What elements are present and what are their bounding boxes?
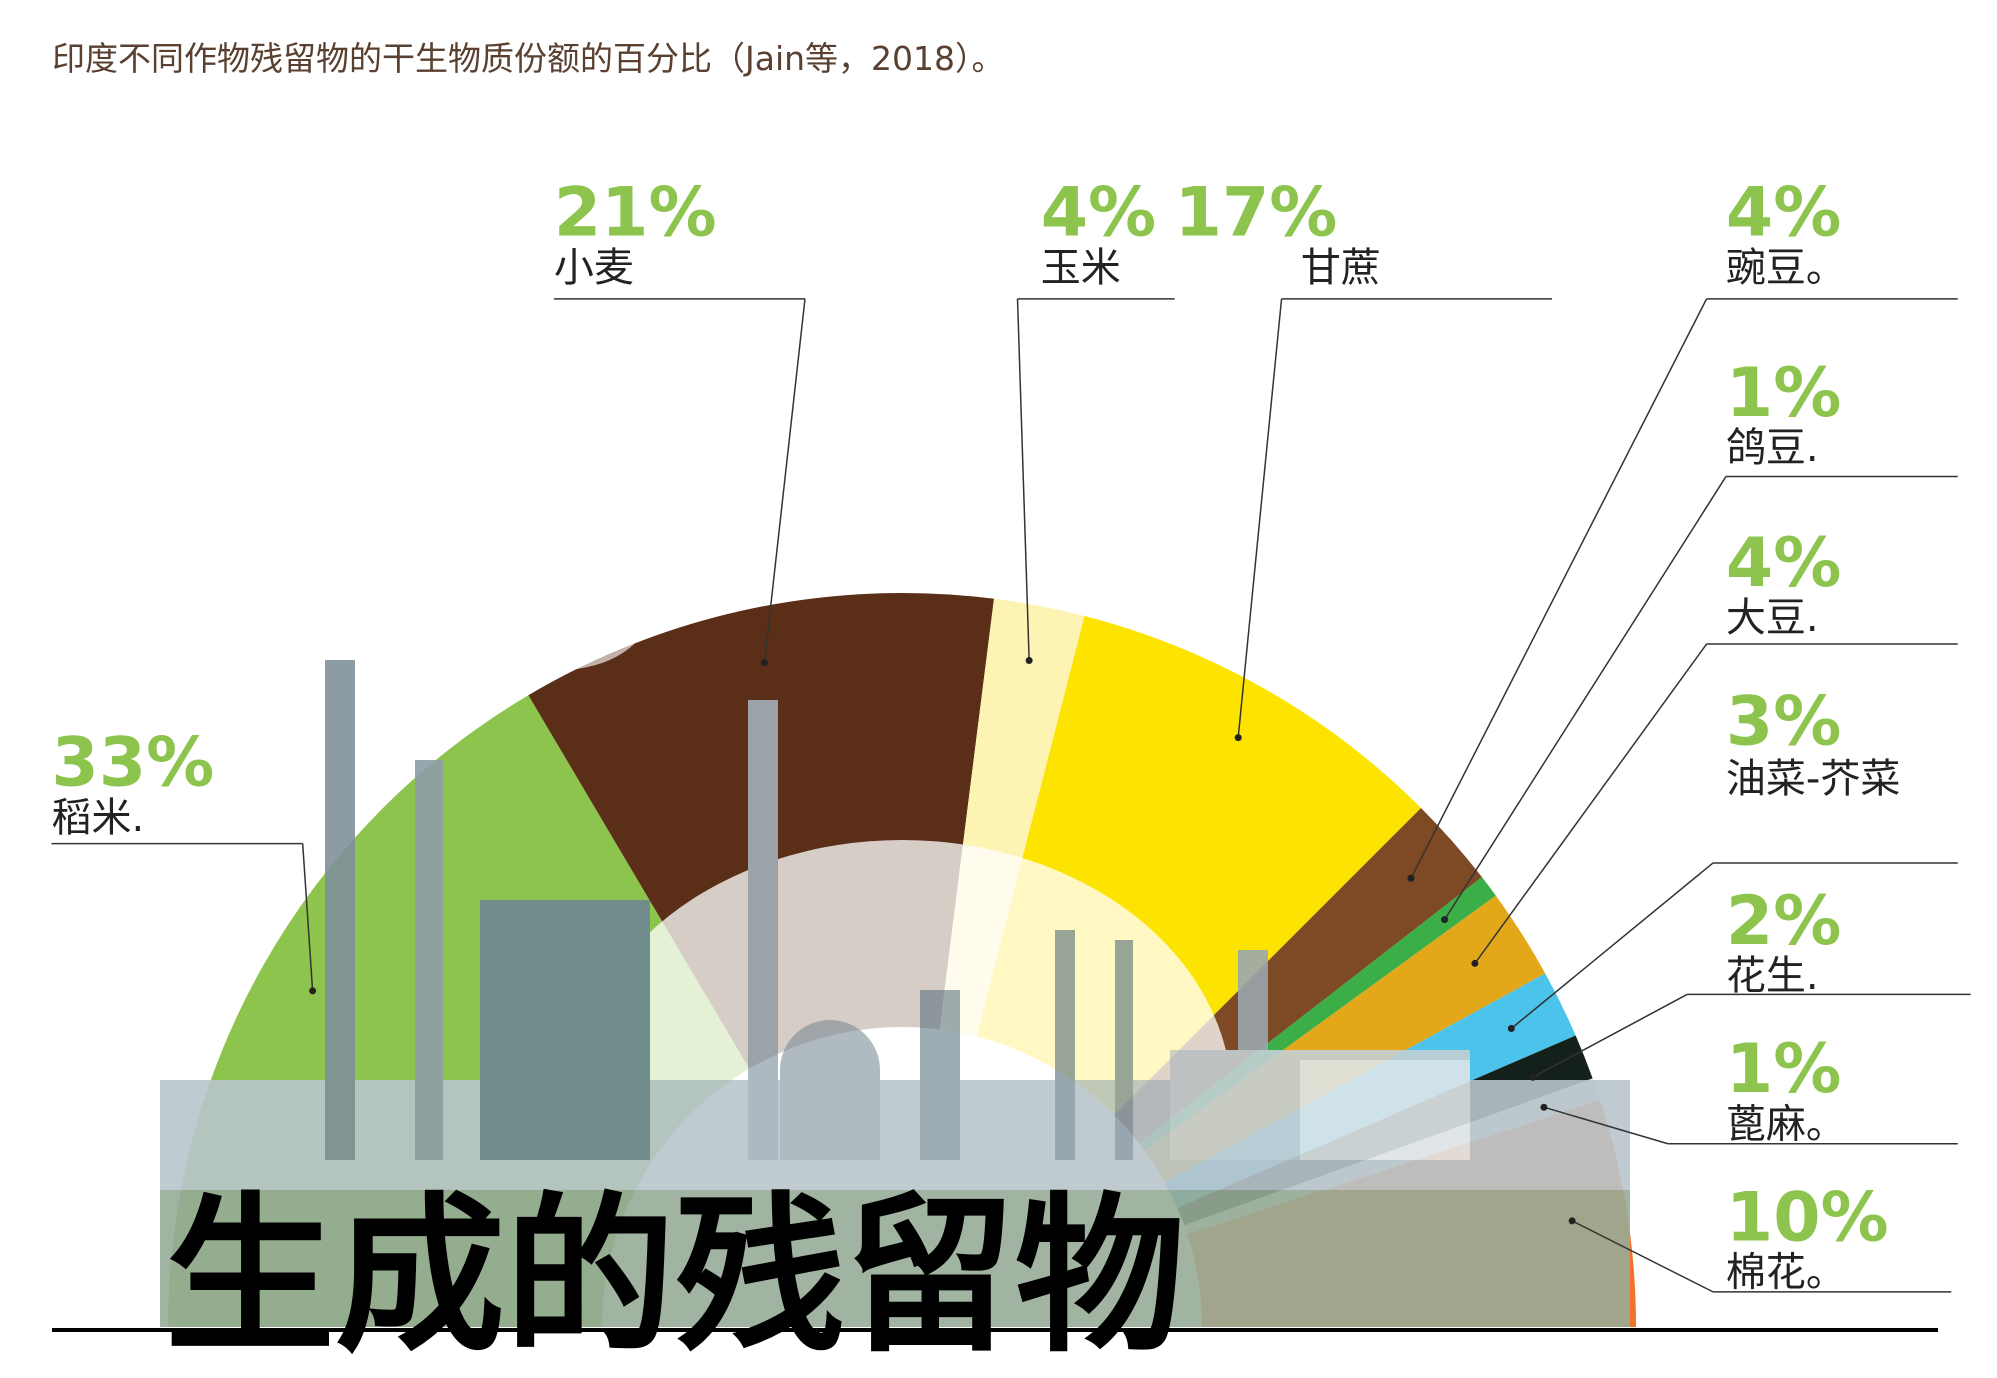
leader-dot <box>1507 1024 1515 1032</box>
leader-line <box>1474 643 1708 964</box>
leader-dot <box>760 659 768 667</box>
value-label: 2% <box>1726 882 1841 961</box>
leader-line <box>1571 1220 1714 1293</box>
leader-dot <box>309 987 317 995</box>
value-label: 3% <box>1726 682 1841 761</box>
leader-line <box>1237 298 1283 738</box>
factory-illustration <box>160 550 1630 1360</box>
category-label: 棉花。 <box>1726 1249 1846 1295</box>
value-label: 17% <box>1175 174 1338 253</box>
leader-dot <box>1025 656 1033 664</box>
category-label: 小麦 <box>554 245 634 291</box>
leader-line <box>1532 993 1688 1078</box>
leader-dot <box>1441 916 1449 924</box>
leader-line <box>1016 298 1030 661</box>
caption: 印度不同作物残留物的干生物质份额的百分比（Jain等，2018）。 <box>52 39 1005 78</box>
leader-line <box>1543 1106 1669 1145</box>
value-label: 1% <box>1726 354 1841 433</box>
leader-dot <box>1568 1217 1576 1225</box>
category-label: 豌豆。 <box>1726 245 1846 291</box>
value-label: 33% <box>52 724 215 803</box>
category-label: 花生. <box>1726 953 1819 999</box>
leader-dot <box>1540 1103 1548 1111</box>
leader-dot <box>1471 959 1479 967</box>
category-label: 甘蔗 <box>1301 245 1381 291</box>
category-label: 大豆. <box>1726 595 1819 641</box>
category-label: 鸽豆. <box>1726 425 1819 471</box>
value-label: 4% <box>1726 174 1841 253</box>
chart-title: 生成的残留物 <box>165 1178 1185 1376</box>
leader-line <box>763 298 806 663</box>
leader-dot <box>1529 1073 1537 1081</box>
leader-dot <box>1407 874 1415 882</box>
category-label: 油菜-芥菜 <box>1726 756 1900 802</box>
leader-line <box>1510 862 1714 1030</box>
value-label: 1% <box>1726 1030 1841 1109</box>
leader-dot <box>1234 734 1242 742</box>
value-label: 4% <box>1726 524 1841 603</box>
leader-line <box>1443 476 1727 921</box>
category-label: 稻米. <box>52 795 145 841</box>
leader-line <box>1410 298 1708 879</box>
value-label: 4% <box>1041 174 1156 253</box>
leader-line <box>301 843 314 991</box>
value-label: 21% <box>554 174 717 253</box>
labels: 33%稻米.21%小麦4%玉米17%甘蔗4%豌豆。1%鸽豆.4%大豆.3%油菜-… <box>51 174 1971 1295</box>
category-label: 玉米 <box>1041 245 1121 291</box>
value-label: 10% <box>1726 1178 1889 1257</box>
category-label: 蓖麻。 <box>1726 1101 1846 1147</box>
